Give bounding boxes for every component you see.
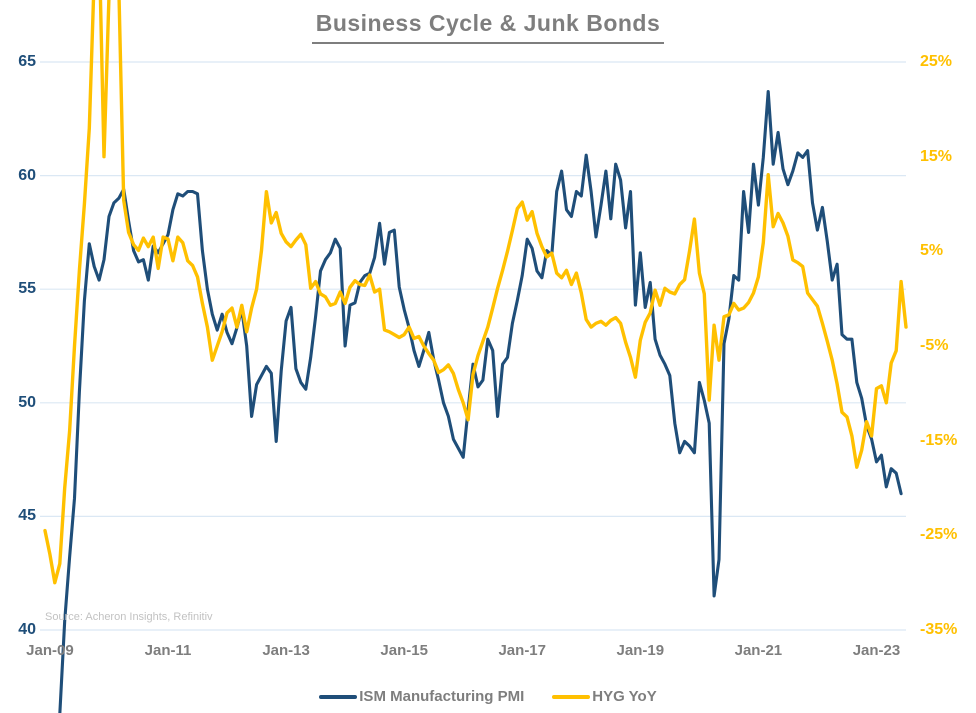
legend: ISM Manufacturing PMI HYG YoY [0,688,976,705]
y-axis-label-right: -5% [920,337,949,354]
x-axis-label: Jan-19 [616,642,665,659]
x-axis-label: Jan-13 [262,642,310,659]
chart-title: Business Cycle & Junk Bonds [311,10,665,44]
x-axis-label: Jan-23 [852,642,901,659]
y-axis-label-left: 45 [18,507,36,525]
legend-label-ism: ISM Manufacturing PMI [359,688,525,705]
y-axis-label-right: -35% [920,621,958,638]
title-wrap: Business Cycle & Junk Bonds [0,10,976,44]
ism-line [58,89,903,713]
ism-line-swatch [319,694,358,699]
x-axis-label: Jan-11 [144,642,192,659]
y-axis-label-right: 5% [920,242,944,260]
x-axis-label: Jan-17 [498,642,546,659]
x-axis-label: Jan-09 [26,642,74,659]
hyg-line-swatch [552,694,591,699]
legend-item-ism: ISM Manufacturing PMI [319,688,524,705]
y-axis-label-left: 65 [18,53,36,70]
legend-item-hyg: HYG YoY [552,688,657,705]
y-axis-label-right: 25% [920,53,953,70]
y-axis-label-right: -15% [920,431,958,449]
y-axis-label-left: 50 [18,393,36,411]
x-axis-label: Jan-21 [734,642,783,659]
hyg-line [43,0,908,585]
y-axis-label-left: 55 [18,280,36,298]
source-note: Source: Acheron Insights, Refinitiv [45,611,213,623]
legend-label-hyg: HYG YoY [592,688,657,705]
y-axis-label-left: 60 [18,166,36,184]
y-axis-label-right: 15% [920,147,953,165]
y-axis-label-left: 40 [18,621,36,638]
x-axis-label: Jan-15 [380,642,428,659]
y-axis-label-right: -25% [920,526,958,544]
